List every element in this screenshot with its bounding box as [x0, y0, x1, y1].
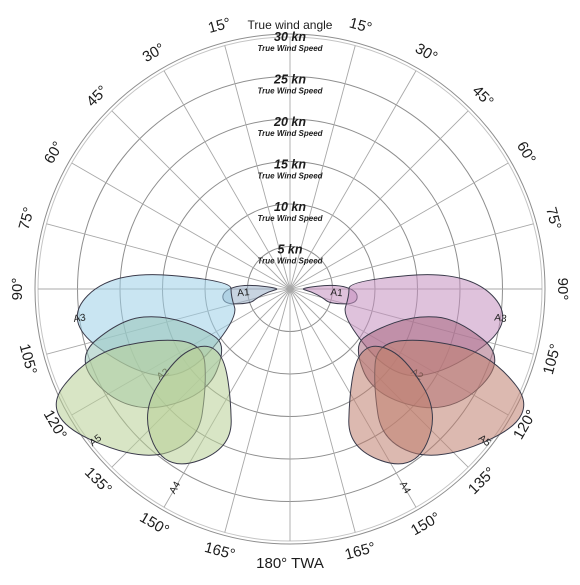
- chart-title: True wind angle: [248, 18, 333, 32]
- sail-label-left-a3: A3: [73, 312, 87, 325]
- ring-value-label: 20 kn: [273, 115, 306, 129]
- angle-label: 90°: [9, 278, 26, 301]
- spoke-line: [224, 288, 291, 533]
- spoke-line: [289, 162, 509, 290]
- ring-value-label: 30 kn: [274, 30, 306, 44]
- sail-label-right-a1: A1: [330, 287, 344, 299]
- spoke-line: [289, 110, 469, 290]
- sail-area-right-a4: [348, 345, 433, 465]
- spoke-line: [224, 45, 291, 290]
- angle-label: 30°: [412, 40, 440, 66]
- sail-areas: A1A3A2A5A4A1A3A2A5A4: [55, 274, 525, 496]
- spoke-line: [289, 70, 417, 290]
- spoke-line: [111, 110, 291, 290]
- ring-caption-label: True Wind Speed: [257, 129, 323, 138]
- angle-label: 105°: [16, 342, 40, 376]
- bottom-axis-label: 180° TWA: [256, 555, 324, 572]
- sail-label-left-a4: A4: [168, 479, 184, 495]
- angle-label: 60°: [513, 139, 539, 167]
- spoke-line: [289, 223, 534, 290]
- angle-label: 45°: [83, 82, 111, 110]
- angle-label: 105°: [540, 342, 564, 376]
- ring-value-label: 10 kn: [274, 200, 306, 214]
- spoke-line: [289, 288, 356, 533]
- ring-caption-label: True Wind Speed: [257, 172, 323, 181]
- angle-label: 75°: [16, 205, 38, 231]
- angle-label: 90°: [554, 278, 571, 301]
- spoke-line: [163, 70, 291, 290]
- angle-label: 30°: [140, 40, 168, 66]
- ring-circle: [34, 33, 546, 545]
- ring-caption-label: True Wind Speed: [257, 257, 323, 266]
- ring-value-label: 5 kn: [277, 243, 302, 257]
- sail-label-left-a1: A1: [237, 287, 251, 299]
- sail-label-right-a3: A3: [494, 312, 508, 325]
- ring-caption-label: True Wind Speed: [257, 87, 323, 96]
- ring-caption-label: True Wind Speed: [257, 214, 323, 223]
- spoke-line: [289, 45, 356, 290]
- angle-label: 165°: [203, 539, 237, 563]
- spoke-line: [46, 223, 291, 290]
- sail-label-right-a4: A4: [397, 480, 413, 496]
- sail-area-left-a4: [147, 345, 232, 465]
- spoke-line: [71, 162, 291, 290]
- angle-label: 15°: [206, 15, 232, 37]
- ring-value-label: 15 kn: [274, 158, 306, 172]
- angle-label: 45°: [469, 82, 497, 110]
- angle-label: 15°: [347, 15, 373, 37]
- angle-label: 150°: [408, 509, 443, 539]
- angle-label: 150°: [137, 509, 172, 539]
- angle-label: 165°: [343, 539, 377, 563]
- angle-label: 60°: [41, 139, 67, 167]
- ring-caption-label: True Wind Speed: [257, 44, 323, 53]
- ring-value-label: 25 kn: [273, 73, 306, 87]
- angle-spokes: [38, 37, 542, 541]
- angle-label: 75°: [542, 205, 564, 231]
